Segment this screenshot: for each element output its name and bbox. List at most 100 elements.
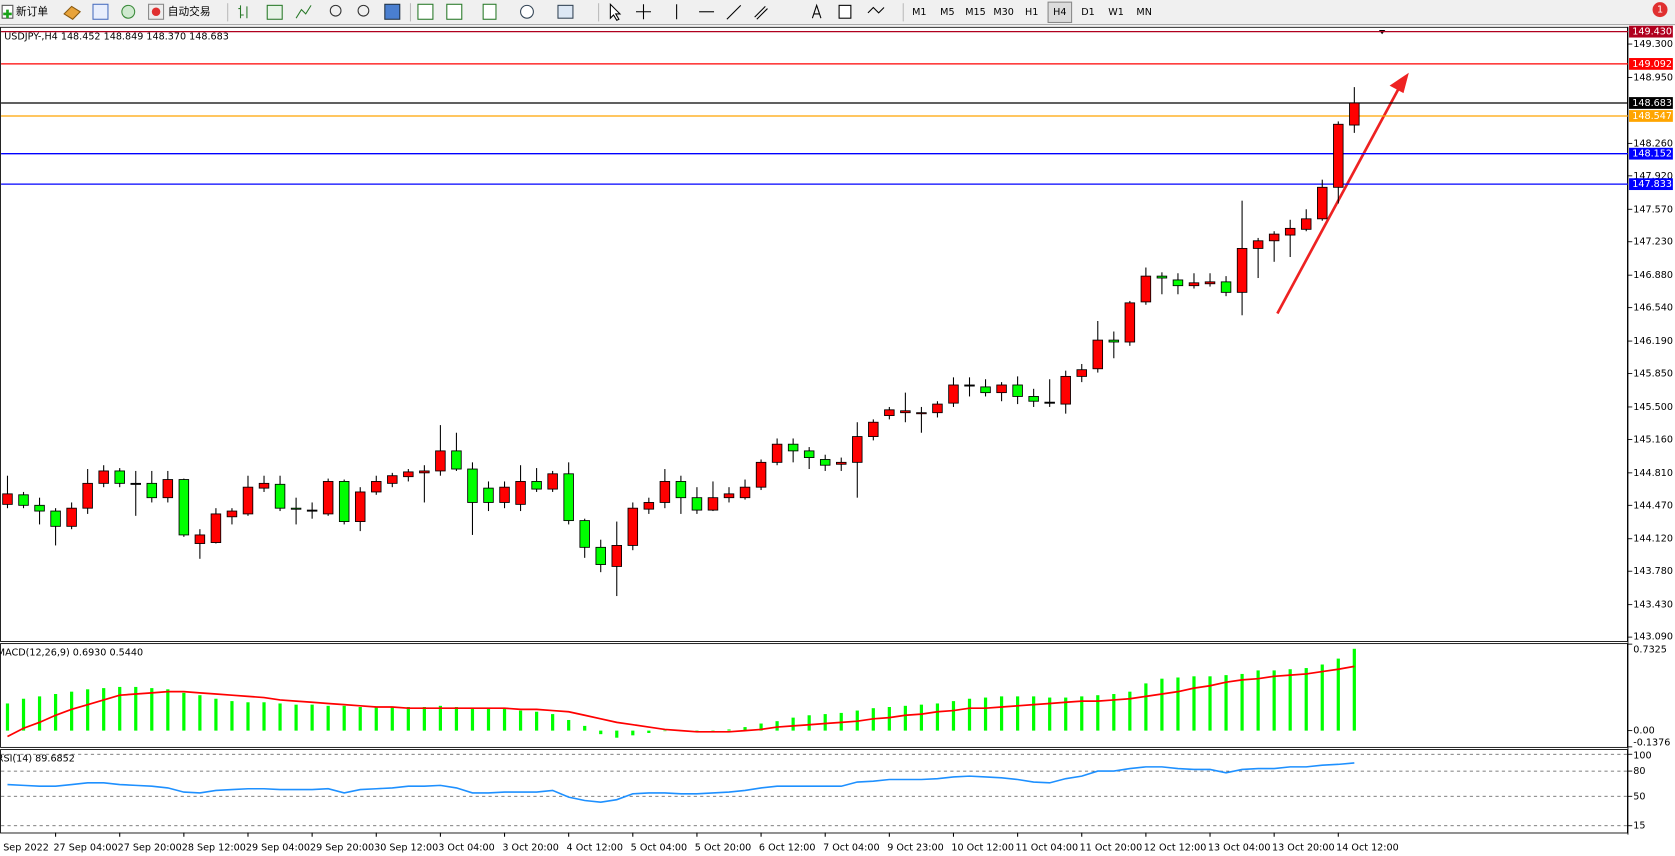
candle-body [1252,240,1264,249]
timeframe-button[interactable]: M5 [940,7,954,18]
rsi-pane-border [0,749,1628,834]
macd-bar [695,730,699,732]
y-tick-label: 148.950 [1633,72,1673,83]
macd-bar [518,710,523,731]
y-tick-label: 143.090 [1633,632,1673,643]
macd-bar [21,698,26,731]
arrow-head [1389,72,1409,94]
candle-body [1108,339,1120,343]
timeframe-button[interactable]: D1 [1081,7,1095,18]
notification[interactable]: 1 [1652,2,1668,18]
icon[interactable] [329,4,342,17]
icon[interactable] [754,6,768,20]
candle-body [659,481,671,503]
macd-bar [454,707,459,731]
macd-bar [967,698,972,731]
macd-bar [406,707,410,731]
icon[interactable] [238,5,248,19]
icon[interactable] [121,4,136,19]
macd-bar [438,705,442,731]
candle-body [403,471,414,478]
icon[interactable] [482,3,497,20]
macd-bar [486,708,491,731]
macd-bar [919,704,924,731]
icon[interactable] [609,2,622,22]
macd-bar [823,714,827,731]
x-tick-label: 4 Oct 12:00 [567,842,624,853]
macd-bar [70,691,74,731]
candle-body [852,436,863,463]
icon[interactable] [867,6,885,14]
candle-body [34,504,45,512]
candle-body [435,450,446,472]
candle-body [803,450,815,458]
x-tick-label: 5 Oct 04:00 [631,842,688,853]
timeframe-button[interactable]: H1 [1025,7,1038,18]
icon[interactable] [636,4,651,20]
auto-trading-button[interactable]: 自动交易 [148,3,211,20]
level-label: 148.547 [1632,111,1672,122]
main-pane-border [0,26,1628,642]
macd-bar [711,730,715,732]
macd-bar [1160,678,1164,731]
level-label-bg [1629,97,1673,109]
macd-bar [599,730,603,735]
macd-bar [791,717,795,731]
timeframe-button[interactable]: M15 [965,7,986,18]
y-tick-label: 143.430 [1633,600,1673,611]
macd-bar [935,703,940,731]
candle-body [338,481,350,522]
candle-body [18,494,29,506]
icon[interactable] [63,5,82,20]
macd-bar [5,703,10,731]
pane-title: USDJPY-,H4 148.452 148.849 148.370 148.6… [4,31,229,42]
icon[interactable] [557,4,574,19]
timeframe-bar: M1 M5 M15 M30 H1 H4 D1 W1 MN [912,1,1152,24]
timeframe-button[interactable]: M30 [993,7,1014,18]
candle-body [611,545,623,567]
x-tick-label: 5 Oct 20:00 [695,842,752,853]
macd-bar [1064,697,1068,731]
icon[interactable] [838,4,852,19]
candle-body [1044,401,1055,404]
candle-body [1172,279,1184,287]
icon[interactable] [417,3,434,20]
level-label-bg [1629,178,1673,191]
timeframe-button[interactable]: M1 [912,7,926,18]
candle-body [1012,384,1023,397]
notification-count: 1 [1657,5,1663,16]
icon[interactable] [446,3,463,20]
candle-body [1140,275,1152,303]
macd-bar [887,707,891,731]
candle-body [451,450,462,470]
candle-body [226,510,238,518]
macd-bar [102,688,106,731]
level-label-bg [1629,58,1673,70]
icon[interactable] [520,4,534,19]
candle-body [739,486,751,499]
macd-bar [534,711,539,731]
icon[interactable] [92,3,109,20]
x-tick-label: 13 Oct 04:00 [1208,842,1271,853]
icon [3,9,12,19]
icon[interactable] [295,5,312,19]
y-tick-label: 144.120 [1633,534,1673,545]
icon[interactable] [811,3,822,19]
timeframe-button[interactable]: W1 [1108,7,1124,18]
macd-bar [743,727,747,731]
icon[interactable] [266,4,283,20]
candle-body [595,546,606,565]
candle-body [242,486,254,515]
icon [151,7,161,17]
macd-bar [583,725,587,731]
icon[interactable] [357,4,370,17]
macd-bar [1096,695,1100,731]
timeframe-button[interactable]: H4 [1053,7,1066,18]
icon[interactable] [384,3,401,20]
candle-body [627,507,639,546]
timeframe-button[interactable]: MN [1136,7,1151,18]
button-label: 新订单 [16,5,48,18]
new-order-button[interactable]: 新订单 [1,5,48,19]
icon[interactable] [726,4,742,20]
y-tick-label: 147.920 [1633,171,1673,182]
